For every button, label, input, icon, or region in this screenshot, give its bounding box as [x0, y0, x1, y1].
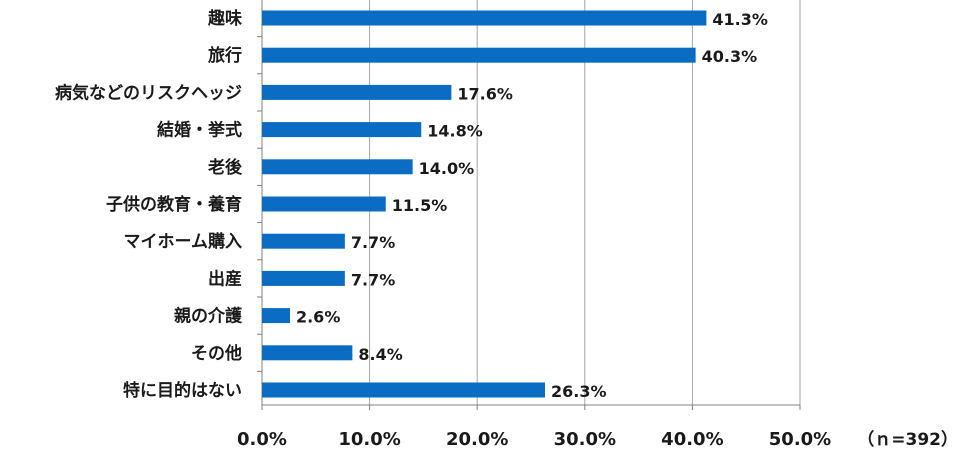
category-label-4: 老後 [207, 157, 243, 178]
x-tick-label-0: 0.0% [237, 429, 287, 450]
value-label-5: 11.5% [392, 196, 448, 215]
value-labels: 41.3% 40.3% 17.6% 14.8% 14.0% 11.5% 7.7% 7.7% 2.… [296, 10, 768, 401]
value-label-4: 14.0% [419, 159, 475, 178]
x-tick-label-3: 30.0% [554, 429, 616, 450]
value-label-10: 26.3% [551, 382, 607, 401]
value-label-8: 2.6% [296, 308, 340, 327]
bar-0 [262, 10, 707, 26]
category-labels: 趣味旅行病気などのリスクヘッジ結婚・挙式老後子供の教育・養育マイホーム購入出産親… [55, 8, 243, 401]
bar-5 [262, 196, 386, 212]
bar-4 [262, 159, 413, 175]
bar-2 [262, 84, 452, 100]
value-label-6: 7.7% [351, 233, 395, 252]
value-label-3: 14.8% [427, 122, 483, 141]
category-label-10: 特に目的はない [123, 380, 242, 401]
bar-8 [262, 308, 290, 324]
category-label-5: 子供の教育・養育 [106, 194, 242, 215]
category-label-0: 趣味 [207, 8, 242, 29]
bar-3 [262, 122, 422, 138]
value-label-9: 8.4% [358, 345, 402, 364]
value-label-7: 7.7% [351, 270, 395, 289]
sample-size-note: （ｎ=392） [857, 429, 958, 450]
x-tick-label-5: 50.0% [769, 429, 831, 450]
category-label-3: 結婚・挙式 [157, 120, 242, 141]
category-label-6: マイホーム購入 [124, 231, 243, 252]
value-label-0: 41.3% [712, 10, 768, 29]
category-label-2: 病気などのリスクヘッジ [55, 82, 242, 103]
category-label-7: 出産 [208, 268, 242, 289]
bar-9 [262, 345, 353, 361]
category-label-1: 旅行 [208, 45, 242, 66]
x-tick-labels: 0.0% 10.0% 20.0% 30.0% 40.0% 50.0% [237, 429, 831, 450]
bar-1 [262, 47, 696, 63]
bar-10 [262, 382, 545, 398]
x-tick-label-1: 10.0% [338, 429, 400, 450]
category-label-9: その他 [191, 343, 242, 364]
value-label-2: 17.6% [457, 84, 513, 103]
x-tick-label-2: 20.0% [446, 429, 508, 450]
x-tick-label-4: 40.0% [661, 429, 723, 450]
value-label-1: 40.3% [702, 47, 758, 66]
category-label-8: 親の介護 [174, 306, 243, 327]
bar-6 [262, 233, 345, 249]
bars [262, 10, 707, 398]
bar-7 [262, 270, 345, 286]
